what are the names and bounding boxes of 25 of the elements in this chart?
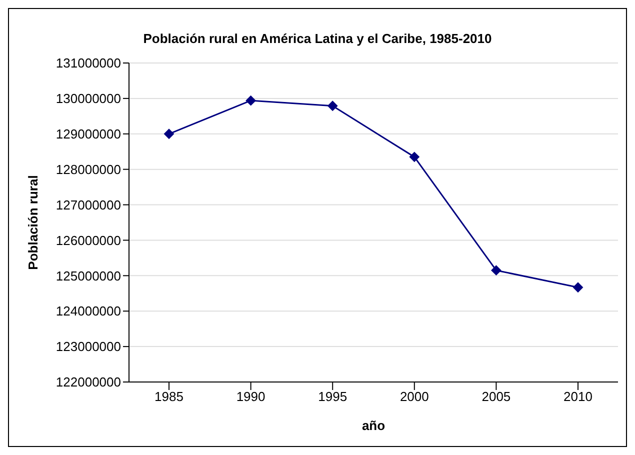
x-tick-label: 2005 bbox=[482, 389, 511, 404]
x-tick-label: 2010 bbox=[564, 389, 592, 404]
y-tick-label: 125000000 bbox=[56, 268, 121, 284]
y-tick-label: 122000000 bbox=[56, 374, 121, 390]
x-tick-label: 1985 bbox=[154, 389, 184, 404]
point bbox=[573, 282, 583, 292]
point bbox=[164, 128, 174, 139]
y-tick-label: 123000000 bbox=[56, 339, 121, 354]
y-tick-label: 128000000 bbox=[56, 162, 121, 177]
y-tick-label: 127000000 bbox=[56, 197, 121, 212]
point bbox=[246, 96, 256, 106]
chart-title: Población rural en América Latina y el Caribe, 1985-2010 bbox=[142, 31, 493, 46]
point bbox=[491, 265, 502, 276]
y-tick-label: 129000000 bbox=[56, 126, 121, 142]
y-tick-label: 124000000 bbox=[56, 304, 121, 319]
x-axis-title: año bbox=[362, 418, 386, 433]
y-tick-label: 126000000 bbox=[56, 232, 121, 248]
point bbox=[409, 152, 420, 162]
y-tick-label: 131000000 bbox=[56, 56, 121, 71]
y-axis-title: Población rural bbox=[26, 175, 41, 270]
x-tick-label: 1990 bbox=[236, 389, 266, 404]
x-tick-label: 2000 bbox=[400, 389, 429, 404]
y-tick-label: 130000000 bbox=[56, 91, 121, 106]
point bbox=[328, 100, 338, 111]
x-tick-label: 1995 bbox=[318, 389, 348, 404]
